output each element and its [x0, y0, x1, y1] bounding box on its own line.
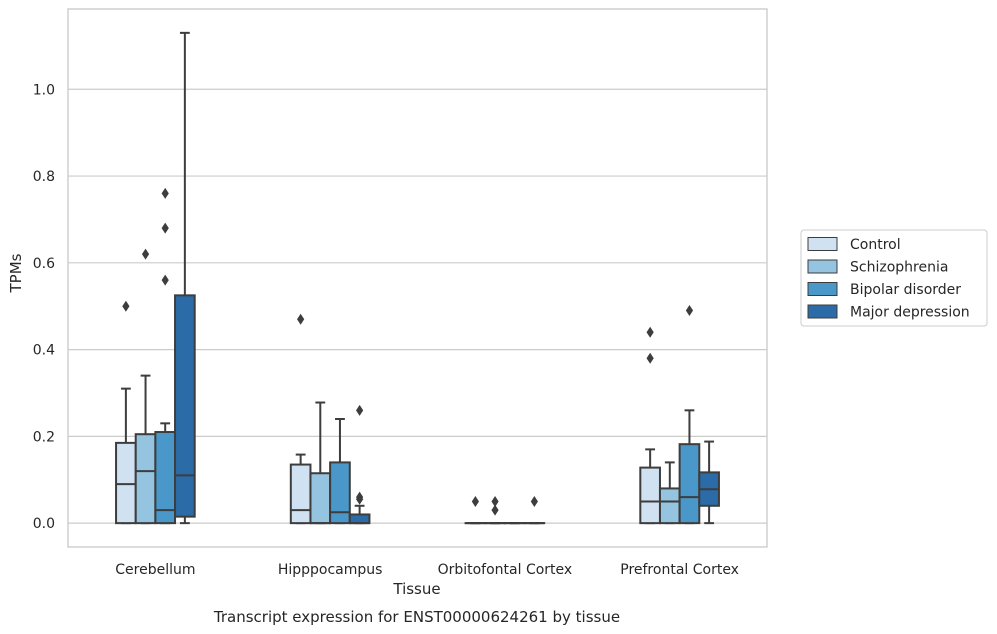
outlier-cerebellum-schizophrenia	[141, 248, 150, 260]
outlier-hipppocampus-major-depression	[356, 491, 364, 503]
y-tick-labels: 0.0 0.2 0.4 0.6 0.8 1.0	[33, 82, 55, 532]
outlier-cerebellum-bipolar-disorder	[161, 187, 169, 199]
x-tick-labels: Cerebellum Hipppocampus Orbitofontal Corte…	[115, 562, 739, 578]
y-tick-label: 0.8	[33, 169, 55, 185]
box-cerebellum-schizophrenia	[134, 433, 157, 525]
y-axis-label: TPMs	[7, 253, 25, 293]
box-cerebellum-major-depression	[174, 294, 196, 518]
box-hipppocampus-bipolar-disorder	[329, 461, 351, 525]
legend-swatch	[807, 282, 838, 296]
legend-label: Major depression	[850, 305, 970, 321]
legend-item-control: Control	[807, 237, 901, 253]
legend: Control Schizophrenia Bipolar disorder Majo…	[800, 229, 988, 327]
x-tick-label: Hipppocampus	[278, 562, 383, 578]
y-tick-label: 0.4	[33, 343, 55, 359]
box-prefrontal-cortex-schizophrenia	[658, 487, 681, 525]
plot-frame	[67, 8, 768, 548]
y-tick-label: 1.0	[33, 82, 55, 98]
box-hipppocampus-major-depression	[348, 513, 371, 525]
legend-item-bipolar-disorder: Bipolar disorder	[807, 282, 961, 298]
outlier-orbitofontal-cortex-control	[471, 495, 479, 507]
outlier-orbitofontal-cortex-schizophrenia	[491, 495, 499, 507]
box-group-orbitofontal-cortex	[464, 495, 546, 525]
y-tick-label: 0.0	[33, 516, 55, 532]
legend-item-major-depression: Major depression	[807, 304, 970, 321]
legend-label: Bipolar disorder	[850, 282, 961, 298]
y-tick-label: 0.2	[33, 429, 55, 445]
outlier-prefrontal-cortex-control	[646, 326, 654, 338]
legend-label: Control	[850, 237, 901, 253]
legend-label: Schizophrenia	[850, 260, 948, 276]
x-tick-label: Prefrontal Cortex	[620, 562, 739, 578]
outlier-cerebellum-bipolar-disorder	[161, 222, 169, 234]
legend-swatch	[807, 259, 838, 274]
y-tick-label: 0.6	[33, 256, 55, 272]
box-group-cerebellum	[115, 31, 196, 525]
box-prefrontal-cortex-control	[639, 466, 661, 525]
outlier-cerebellum-control	[122, 300, 130, 312]
box-hipppocampus-control	[289, 463, 312, 525]
box-hipppocampus-schizophrenia	[309, 472, 332, 525]
outlier-cerebellum-bipolar-disorder	[161, 274, 169, 286]
x-tick-label: Orbitofontal Cortex	[438, 562, 573, 578]
box-group-hipppocampus	[289, 313, 371, 525]
x-axis-label: Tissue	[392, 580, 440, 598]
legend-frame	[800, 229, 988, 327]
outlier-orbitofontal-cortex-schizophrenia	[491, 504, 499, 516]
box-group-prefrontal-cortex	[639, 305, 720, 525]
legend-swatch	[807, 237, 838, 251]
x-tick-label: Cerebellum	[115, 562, 195, 578]
legend-item-schizophrenia: Schizophrenia	[807, 259, 948, 276]
outlier-orbitofontal-cortex-major-depression	[530, 495, 538, 507]
outlier-prefrontal-cortex-control	[646, 352, 654, 364]
box-cerebellum-control	[115, 441, 137, 525]
box-prefrontal-cortex-bipolar-disorder	[678, 443, 701, 525]
outlier-hipppocampus-major-depression	[356, 404, 364, 416]
outlier-prefrontal-cortex-bipolar-disorder	[685, 305, 694, 317]
legend-swatch	[807, 304, 838, 319]
box-groups	[115, 31, 720, 525]
outlier-hipppocampus-control	[297, 313, 305, 325]
chart-caption: Transcript expression for ENST0000062426…	[213, 608, 620, 626]
